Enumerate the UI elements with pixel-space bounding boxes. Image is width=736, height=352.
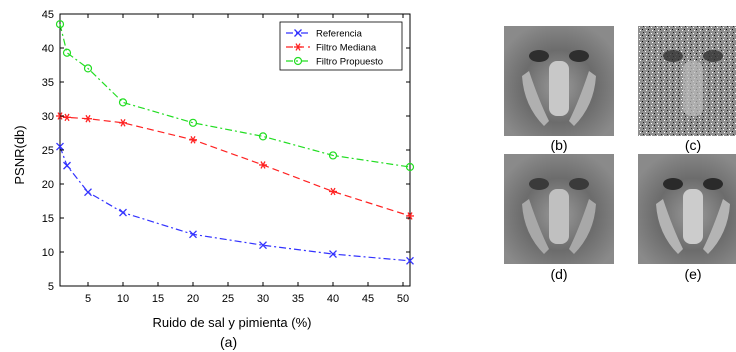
image-e-label: (e) <box>684 266 702 282</box>
baboon-image-c-noisy <box>638 26 736 136</box>
series-line-1 <box>59 115 411 217</box>
image-c-tile <box>638 26 736 136</box>
data-point-0-1-stroke <box>63 161 71 170</box>
x-tick-label: 35 <box>292 293 304 305</box>
y-tick-label: 35 <box>42 77 54 89</box>
x-tick-label: 45 <box>362 293 374 305</box>
chart-caption: (a) <box>220 334 238 350</box>
legend-label-1: Filtro Mediana <box>316 43 377 54</box>
y-tick-label: 45 <box>42 9 54 21</box>
x-tick-label: 25 <box>222 293 234 305</box>
series-0 <box>56 142 414 265</box>
chart-legend: Referencia Filtro Mediana Filtro Propuesto <box>279 21 403 71</box>
psnr-line-chart: 5 10 15 20 25 30 35 40 45 50 5 10 15 20 25 30 35 40 45 Rui… <box>12 9 415 330</box>
data-point-2-6 <box>328 151 338 160</box>
data-point-0-7-stroke <box>406 256 414 265</box>
data-point-2-4 <box>188 118 198 127</box>
image-b-label: (b) <box>550 137 568 153</box>
image-d-label: (d) <box>550 266 568 282</box>
y-tick-label: 25 <box>42 145 54 157</box>
legend-marker-2 <box>293 56 303 66</box>
image-b-tile <box>504 26 614 136</box>
x-tick-label: 15 <box>152 293 164 305</box>
series-2 <box>55 20 415 172</box>
x-axis-label: Ruido de sal y pimienta (%) <box>153 315 312 330</box>
baboon-image-e <box>638 154 736 264</box>
image-d-tile <box>504 154 614 264</box>
legend-label-0: Referencia <box>316 29 363 40</box>
x-tick-label: 40 <box>327 293 339 305</box>
x-tick-label: 30 <box>257 293 269 305</box>
y-tick-label: 10 <box>42 247 54 259</box>
y-tick-label: 15 <box>42 213 54 225</box>
data-point-2-3 <box>118 98 128 107</box>
data-point-0-6-stroke <box>329 250 337 258</box>
image-c-label: (c) <box>684 137 702 153</box>
data-point-0-4-stroke <box>189 230 197 239</box>
y-axis-label: PSNR(db) <box>12 125 27 184</box>
y-tick-label: 5 <box>48 281 54 293</box>
data-point-2-5 <box>258 132 268 141</box>
x-tick-label: 10 <box>117 293 129 305</box>
series-line-0 <box>59 146 411 262</box>
data-point-2-2 <box>83 64 93 73</box>
data-point-2-1 <box>62 48 72 57</box>
data-point-0-0-stroke <box>56 142 64 151</box>
x-tick-label: 50 <box>397 293 409 305</box>
data-point-0-3-stroke <box>119 208 127 217</box>
data-point-2-0 <box>55 20 65 29</box>
series-line-2 <box>59 24 411 168</box>
series-layer <box>55 20 415 265</box>
baboon-image-d <box>504 154 614 264</box>
series-1 <box>56 112 414 220</box>
data-point-2-7 <box>405 162 415 172</box>
data-point-0-2-stroke <box>84 188 92 197</box>
x-tick-label: 20 <box>187 293 199 305</box>
legend-label-2: Filtro Propuesto <box>316 57 383 68</box>
baboon-image-b <box>504 26 614 136</box>
x-tick-label: 5 <box>85 293 91 305</box>
image-e-tile <box>638 154 736 264</box>
y-tick-label: 20 <box>42 179 54 191</box>
legend-marker-0-stroke <box>294 29 302 37</box>
data-point-0-5-stroke <box>259 241 267 250</box>
y-tick-label: 30 <box>42 111 54 123</box>
tick-layer: 5 10 15 20 25 30 35 40 45 50 5 10 15 20 25 30 35 40 45 <box>42 9 410 305</box>
y-tick-label: 40 <box>42 43 54 55</box>
